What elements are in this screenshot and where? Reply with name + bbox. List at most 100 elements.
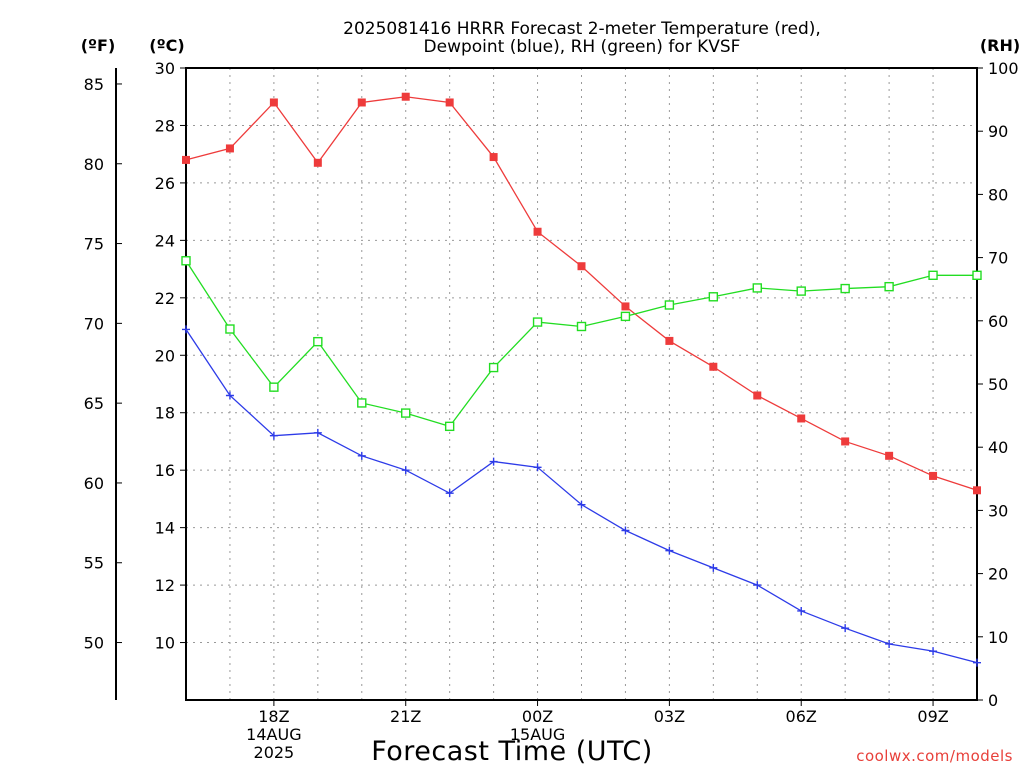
- dewpoint-point: [709, 563, 718, 572]
- fahrenheit-tick-label: 85: [84, 75, 104, 94]
- celsius-tick-label: 12: [155, 576, 175, 595]
- temperature-point: [797, 414, 806, 423]
- relative-humidity-point: [532, 317, 543, 327]
- temperature-point: [182, 155, 190, 164]
- temperature-point: [577, 262, 586, 271]
- relative-humidity-point: [620, 311, 631, 322]
- relative-humidity-point: [181, 256, 191, 266]
- fahrenheit-tick-label: 55: [84, 554, 104, 573]
- rh-tick-label: 70: [988, 249, 1008, 268]
- x-tick-label: 09Z: [917, 707, 948, 726]
- relative-humidity-point: [884, 281, 894, 292]
- dewpoint-point: [489, 457, 498, 466]
- dewpoint-series: [182, 325, 981, 667]
- relative-humidity-point: [928, 270, 938, 280]
- celsius-tick-label: 24: [155, 231, 175, 250]
- relative-humidity-point: [269, 382, 279, 392]
- rh-tick-label: 30: [988, 501, 1008, 520]
- relative-humidity-point: [708, 292, 719, 302]
- fahrenheit-tick-label: 50: [84, 634, 104, 653]
- temperature-point: [401, 92, 410, 101]
- temperature-point: [929, 471, 938, 480]
- dewpoint-point: [445, 489, 454, 498]
- celsius-tick-label: 20: [155, 346, 175, 365]
- x-tick-label: 00Z: [522, 707, 553, 726]
- x-tick-label: 21Z: [390, 707, 421, 726]
- dewpoint-point: [225, 391, 234, 400]
- temperature-point: [841, 437, 850, 446]
- chart-title-line: 2025081416 HRRR Forecast 2-meter Tempera…: [343, 19, 821, 39]
- celsius-tick-label: 18: [155, 404, 175, 423]
- rh-tick-label: 20: [988, 565, 1008, 584]
- credit-link[interactable]: coolwx.com/models: [856, 747, 1013, 765]
- temperature-point: [445, 98, 454, 107]
- chart-title: 2025081416 HRRR Forecast 2-meter Tempera…: [343, 19, 821, 57]
- unit-celsius: (ºC): [149, 36, 184, 55]
- temperature-point: [225, 144, 234, 153]
- rh-tick-label: 90: [988, 122, 1008, 141]
- dewpoint-point: [357, 451, 366, 460]
- relative-humidity-series: [181, 256, 982, 432]
- rh-tick-label: 0: [988, 691, 998, 710]
- dewpoint-point: [313, 428, 322, 437]
- grid-lines: [186, 68, 977, 700]
- relative-humidity-point: [664, 300, 675, 310]
- temperature-point: [533, 227, 542, 236]
- fahrenheit-tick-label: 75: [84, 235, 104, 254]
- rh-tick-label: 40: [988, 438, 1008, 457]
- fahrenheit-tick-label: 80: [84, 155, 104, 174]
- celsius-tick-label: 10: [155, 634, 175, 653]
- dewpoint-point: [797, 606, 806, 615]
- celsius-tick-label: 14: [155, 519, 175, 538]
- dewpoint-point: [533, 463, 542, 472]
- rh-tick-label: 100: [988, 59, 1019, 78]
- temperature-point: [665, 336, 674, 345]
- dewpoint-point: [401, 466, 410, 475]
- temperature-point: [313, 158, 322, 167]
- relative-humidity-point: [357, 398, 367, 408]
- fahrenheit-tick-label: 60: [84, 474, 104, 493]
- temperature-series: [182, 92, 981, 495]
- temperature-point: [489, 153, 498, 162]
- relative-humidity-point: [752, 283, 762, 293]
- axis-units: (ºF) (ºC) (RH): [81, 36, 1020, 55]
- temperature-point: [753, 391, 762, 400]
- celsius-tick-label: 26: [155, 174, 175, 193]
- x-tick-label: 18Z: [258, 707, 289, 726]
- relative-humidity-point: [444, 421, 455, 432]
- dewpoint-point: [885, 639, 894, 648]
- x-tick-label: 03Z: [654, 707, 685, 726]
- dewpoint-point: [269, 431, 278, 440]
- celsius-tick-label: 22: [155, 289, 175, 308]
- x-tick-label: 06Z: [786, 707, 817, 726]
- relative-humidity-point: [796, 286, 806, 296]
- x-tick-label: 14AUG: [246, 725, 301, 744]
- dewpoint-point: [929, 647, 938, 656]
- relative-humidity-point: [313, 336, 323, 347]
- x-tick-label: 15AUG: [510, 725, 565, 744]
- temperature-point: [973, 486, 981, 495]
- chart-title-line: Dewpoint (blue), RH (green) for KVSF: [424, 37, 741, 57]
- relative-humidity-point: [972, 270, 982, 280]
- unit-fahrenheit: (ºF): [81, 36, 116, 55]
- temperature-point: [709, 362, 718, 371]
- dewpoint-point: [753, 581, 762, 590]
- dewpoint-point: [182, 325, 190, 334]
- fahrenheit-tick-label: 65: [84, 394, 104, 413]
- rh-tick-label: 60: [988, 312, 1008, 331]
- relative-humidity-point: [576, 321, 587, 332]
- x-tick-label: 2025: [254, 743, 295, 762]
- dewpoint-point: [577, 500, 586, 509]
- celsius-tick-label: 30: [155, 59, 175, 78]
- temperature-point: [269, 98, 278, 107]
- relative-humidity-point: [840, 283, 850, 294]
- dewpoint-point: [973, 658, 981, 667]
- x-axis-label: Forecast Time (UTC): [371, 736, 653, 767]
- unit-rh: (RH): [980, 36, 1020, 55]
- dewpoint-point: [621, 526, 630, 535]
- data-series: [181, 92, 982, 667]
- dewpoint-point: [841, 624, 850, 633]
- rh-tick-label: 80: [988, 185, 1008, 204]
